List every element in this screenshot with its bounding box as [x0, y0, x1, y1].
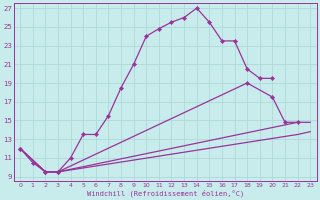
X-axis label: Windchill (Refroidissement éolien,°C): Windchill (Refroidissement éolien,°C) [87, 189, 244, 197]
